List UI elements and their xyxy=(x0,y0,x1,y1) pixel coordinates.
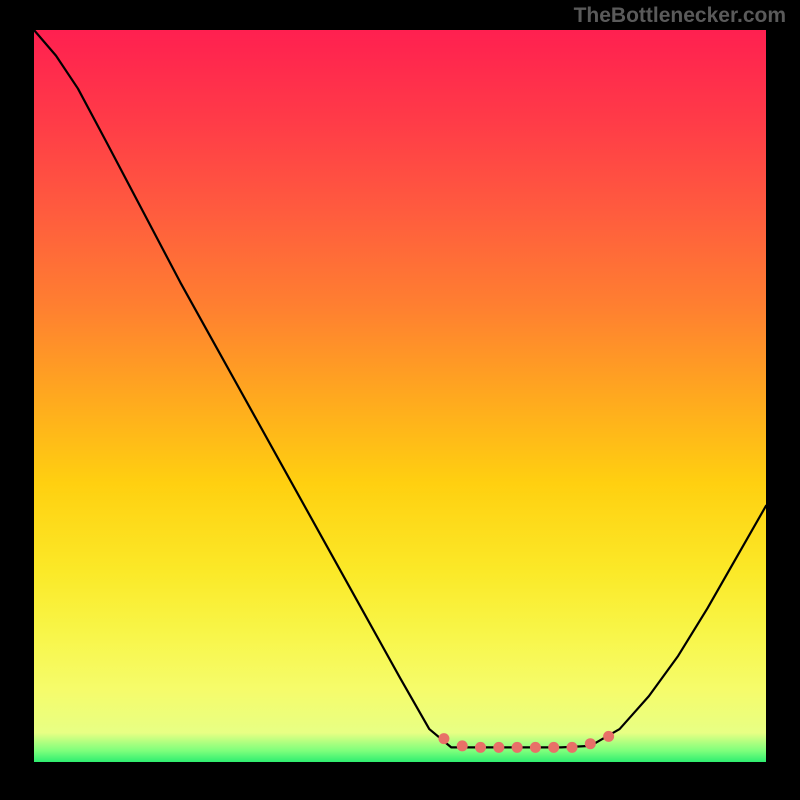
chart-container xyxy=(34,30,766,762)
marker-dot xyxy=(530,742,541,753)
watermark-text: TheBottlenecker.com xyxy=(574,4,786,28)
marker-dot xyxy=(438,733,449,744)
chart-svg xyxy=(34,30,766,762)
marker-dot xyxy=(475,742,486,753)
marker-dot xyxy=(493,742,504,753)
chart-background xyxy=(34,30,766,762)
marker-dot xyxy=(512,742,523,753)
marker-dot xyxy=(548,742,559,753)
marker-dot xyxy=(585,738,596,749)
marker-dot xyxy=(567,742,578,753)
marker-dot xyxy=(603,731,614,742)
marker-dot xyxy=(457,740,468,751)
